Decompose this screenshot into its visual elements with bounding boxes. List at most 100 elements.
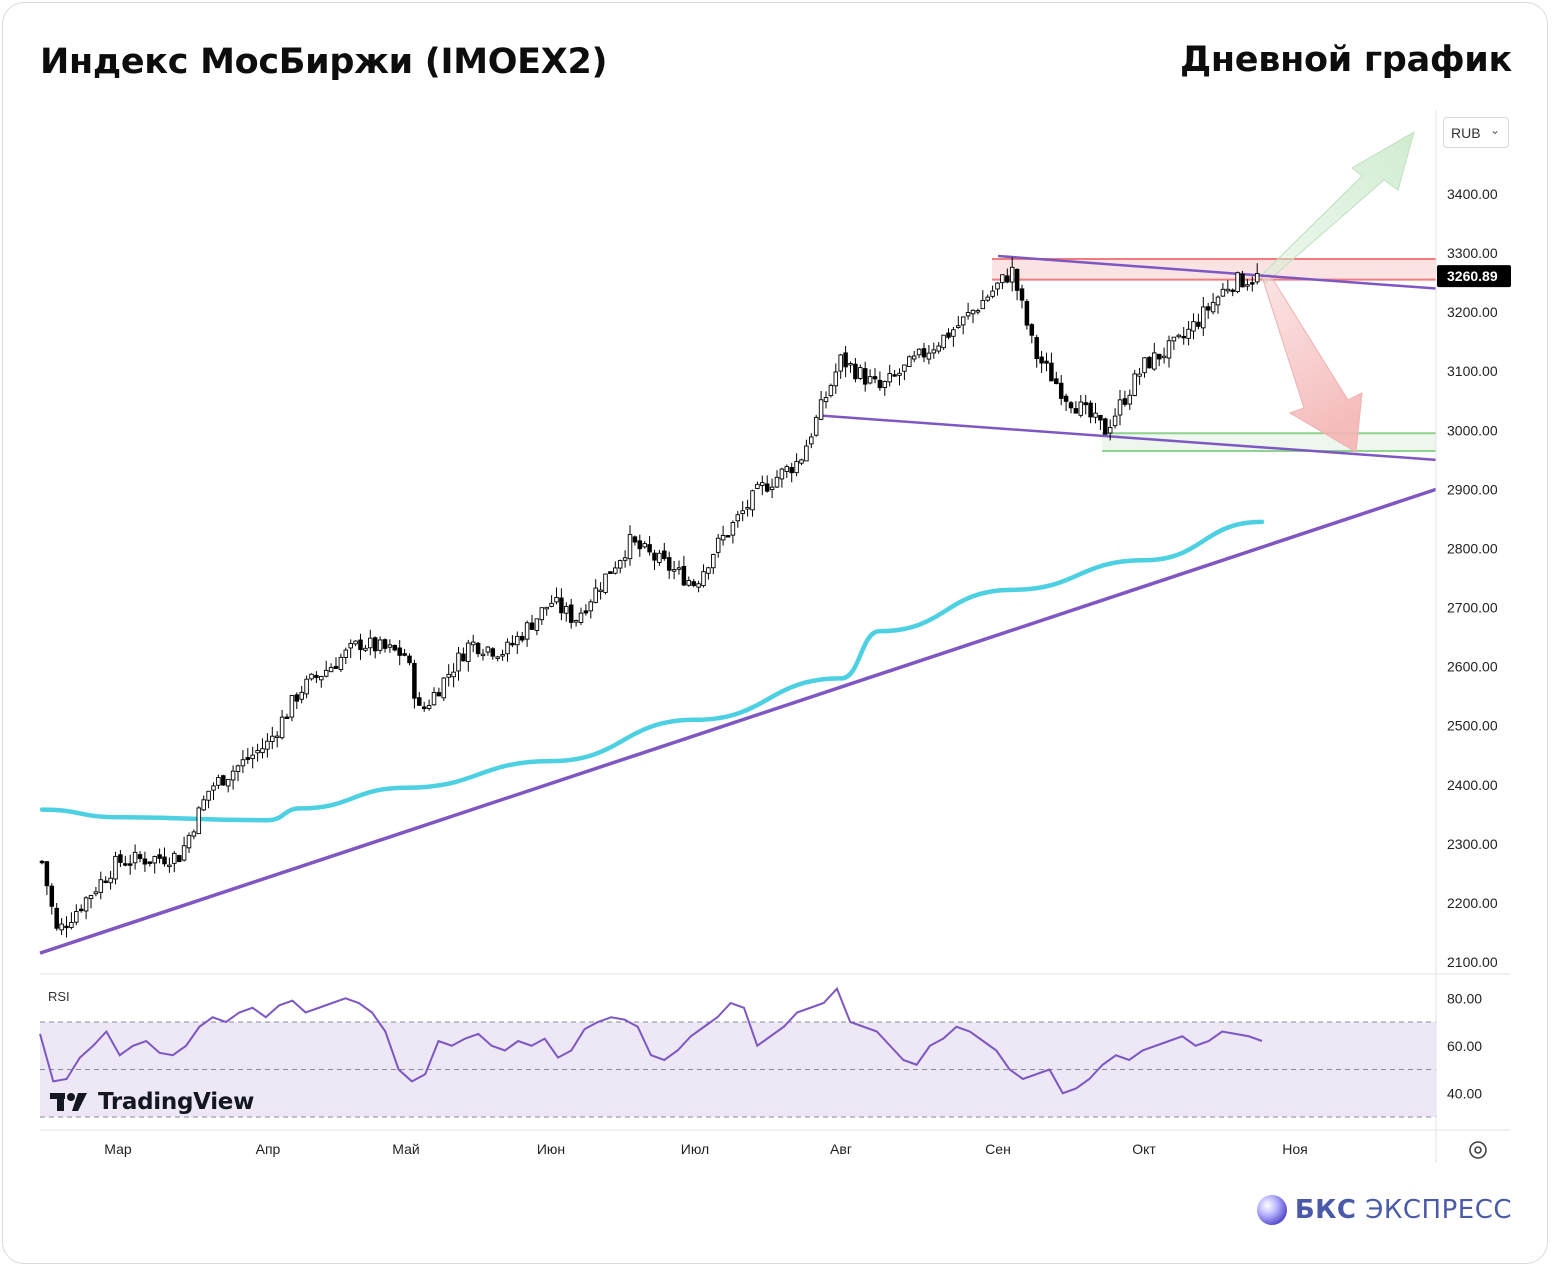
candle-body (49, 885, 55, 907)
rsi-line (39, 986, 1263, 1095)
candle-body (1156, 353, 1162, 360)
candle-body (480, 653, 486, 657)
candle-body (671, 569, 677, 572)
candle-body (206, 790, 211, 801)
candle-body (1058, 382, 1064, 399)
settings-icon[interactable] (1466, 1138, 1490, 1162)
candle-body (397, 647, 402, 656)
candle-body (593, 587, 598, 603)
candle-body (118, 854, 123, 863)
candle-body (319, 676, 324, 681)
candle-body (446, 673, 451, 678)
candle-body (1009, 266, 1015, 283)
candle-body (142, 858, 148, 865)
candle-body (931, 349, 937, 354)
candle-body (59, 923, 64, 931)
candle-body (294, 694, 300, 702)
candle-body (1117, 399, 1123, 416)
candle-body (382, 639, 388, 649)
candle-body (216, 777, 221, 786)
candle-body (1240, 273, 1245, 288)
candle-body (529, 622, 535, 630)
candle-body (284, 716, 290, 719)
candle-body (681, 565, 687, 586)
candle-body (426, 705, 432, 709)
tradingview-logo: TradingView (50, 1087, 254, 1117)
candle-body (858, 367, 863, 379)
candle-body (1147, 356, 1152, 369)
candle-body (1112, 415, 1118, 427)
candle-body (995, 282, 1000, 290)
candle-body (951, 329, 956, 337)
candle-body (1063, 395, 1069, 402)
candle-body (657, 552, 662, 563)
candle-body (872, 376, 878, 380)
up-scenario-arrow (1259, 130, 1415, 284)
candle-body (358, 639, 363, 651)
candle-body (490, 648, 496, 657)
candle-body (921, 348, 927, 358)
bks-express-logo: БКС ЭКСПРЕСС (1255, 1193, 1512, 1227)
candle-body (568, 604, 574, 623)
candle-body (127, 863, 133, 866)
candle-body (564, 605, 569, 614)
candle-body (1196, 321, 1201, 327)
candle-body (760, 482, 765, 486)
rsi-tick-label: 60.00 (1447, 1038, 1482, 1054)
candle-body (368, 637, 373, 649)
candle-body (1230, 289, 1235, 292)
candle-body (348, 643, 353, 649)
timeframe-label: Дневной график (1180, 40, 1512, 80)
candle-body (848, 363, 853, 366)
price-zones (992, 257, 1436, 452)
candle-body (1205, 306, 1211, 311)
candle-body (54, 907, 59, 929)
candle-body (907, 356, 912, 367)
candle-body (622, 557, 628, 561)
candle-body (936, 345, 941, 352)
candle-body (711, 554, 716, 569)
candle-body (902, 364, 907, 372)
candle-body (691, 581, 696, 587)
candle-body (201, 799, 206, 811)
candle-body (441, 677, 447, 699)
candle-body (235, 765, 241, 772)
candle-body (916, 348, 922, 356)
candle-body (98, 879, 104, 893)
candle-body (470, 641, 476, 646)
candle-body (108, 877, 113, 884)
candle-body (245, 757, 251, 761)
currency-dropdown[interactable]: RUB ⌄ (1443, 117, 1509, 148)
candle-body (1034, 337, 1039, 359)
time-axis-label: Июн (537, 1141, 565, 1157)
candle-body (1078, 401, 1084, 416)
candle-body (1024, 300, 1030, 326)
price-tick-label: 2100.00 (1447, 954, 1498, 970)
candle-body (764, 483, 770, 492)
candle-body (676, 567, 682, 570)
candle-body (862, 368, 868, 385)
candle-body (186, 834, 192, 849)
candle-body (1201, 306, 1206, 329)
scenario-arrows (1259, 130, 1415, 453)
candle-body (975, 310, 981, 313)
candle-body (1044, 360, 1049, 364)
candle-body (1254, 273, 1260, 283)
candle-body (1054, 378, 1059, 385)
candle-body (181, 845, 187, 861)
price-tick-label: 3300.00 (1447, 245, 1498, 261)
candle-body (1225, 288, 1231, 292)
candle-body (456, 652, 461, 672)
candle-body (255, 750, 260, 754)
candle-body (1132, 373, 1137, 396)
candle-body (1191, 321, 1196, 332)
time-axis-label: Авг (830, 1141, 852, 1157)
candle-body (270, 735, 275, 742)
price-tick-label: 3200.00 (1447, 304, 1498, 320)
candle-body (750, 490, 755, 511)
candle-body (1049, 362, 1054, 382)
candle-body (510, 642, 515, 646)
channel-top-line (997, 254, 1437, 290)
candle-body (436, 692, 442, 697)
